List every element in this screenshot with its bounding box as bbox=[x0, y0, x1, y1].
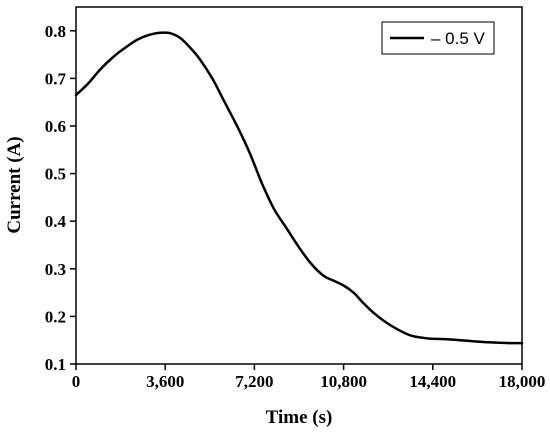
x-axis-ticks: 0 3,600 7,200 10,800 14,400 18,000 bbox=[72, 364, 546, 391]
plot-area bbox=[75, 6, 523, 365]
y-tick-label: 0.1 bbox=[45, 355, 66, 374]
x-tick-label: 3,600 bbox=[146, 372, 184, 391]
series-line bbox=[74, 31, 524, 345]
x-axis-title: Time (s) bbox=[266, 407, 333, 428]
y-axis-ticks: 0.1 0.2 0.3 0.4 0.5 0.6 0.7 0.8 bbox=[45, 22, 76, 374]
legend-label: – 0.5 V bbox=[431, 29, 486, 48]
y-tick-label: 0.4 bbox=[45, 212, 67, 231]
x-tick-label: 14,400 bbox=[409, 372, 456, 391]
y-tick-label: 0.3 bbox=[45, 260, 66, 279]
y-tick-label: 0.5 bbox=[45, 165, 66, 184]
y-tick-label: 0.7 bbox=[45, 69, 67, 88]
legend: – 0.5 V bbox=[381, 21, 495, 55]
x-tick-label: 7,200 bbox=[235, 372, 273, 391]
y-axis-title: Current (A) bbox=[4, 136, 25, 233]
series-group bbox=[74, 31, 524, 345]
y-tick-label: 0.8 bbox=[45, 22, 66, 41]
x-tick-label: 10,800 bbox=[320, 372, 367, 391]
y-tick-label: 0.6 bbox=[45, 117, 66, 136]
y-tick-label: 0.2 bbox=[45, 307, 66, 326]
x-tick-label: 18,000 bbox=[499, 372, 546, 391]
x-tick-label: 0 bbox=[72, 372, 81, 391]
